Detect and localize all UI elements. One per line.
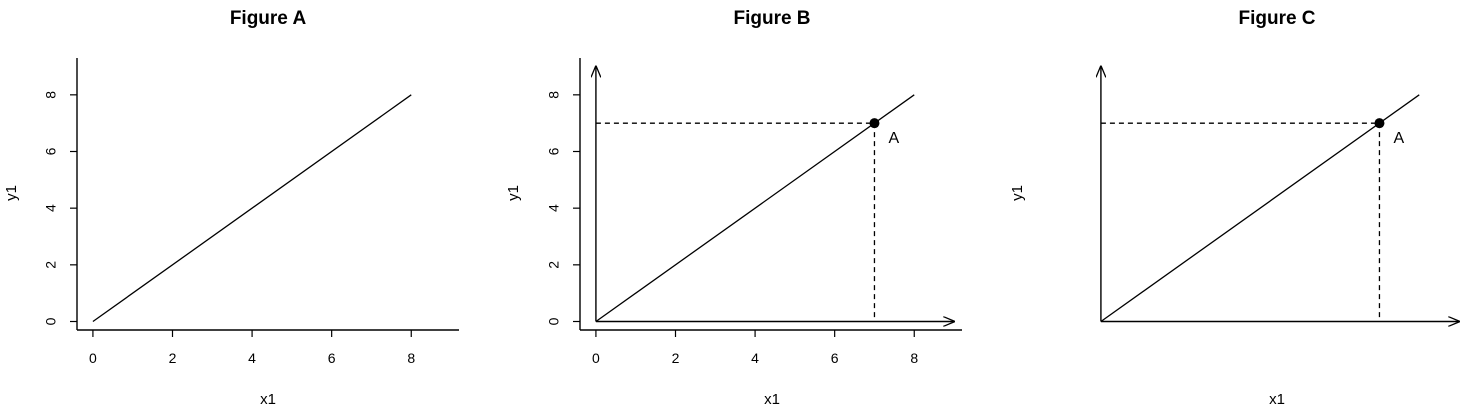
x-tick-label: 0 <box>592 350 600 366</box>
chart-title: Figure B <box>733 8 810 29</box>
y-tick-label: 2 <box>546 261 562 269</box>
x-tick-label: 8 <box>407 350 415 366</box>
x-tick-label: 4 <box>751 350 759 366</box>
x-axis-label: x1 <box>260 391 276 408</box>
series-line <box>92 94 412 323</box>
y-tick-label: 6 <box>43 147 59 155</box>
plot-area <box>92 94 412 323</box>
chart-title: Figure A <box>230 8 307 29</box>
y-tick-label: 6 <box>546 147 562 155</box>
x-axis-label: x1 <box>1269 391 1285 408</box>
point-label: A <box>1393 130 1404 147</box>
x-tick-label: 8 <box>910 350 918 366</box>
y-tick-label: 4 <box>546 204 562 212</box>
axes <box>1101 67 1459 322</box>
y-tick-label: 8 <box>43 91 59 99</box>
y-axis-label: y1 <box>505 185 522 201</box>
y-tick-label: 2 <box>43 261 59 269</box>
y-axis-label: y1 <box>1009 185 1026 201</box>
y-tick-label: 4 <box>43 204 59 212</box>
series-line <box>1100 94 1420 323</box>
point-marker <box>1374 118 1385 129</box>
axes: 0 2 4 6 8 0 2 4 6 8 <box>43 58 459 366</box>
y-axis-label: y1 <box>3 185 20 201</box>
x-tick-label: 2 <box>672 350 680 366</box>
x-tick-label: 2 <box>169 350 177 366</box>
y-tick-label: 0 <box>43 317 59 325</box>
x-tick-label: 6 <box>328 350 336 366</box>
x-tick-label: 4 <box>248 350 256 366</box>
series-line <box>595 94 915 323</box>
x-tick-label: 6 <box>831 350 839 366</box>
x-tick-label: 0 <box>89 350 97 366</box>
point-label: A <box>888 130 899 147</box>
y-tick-label: 0 <box>546 317 562 325</box>
axes: 0 2 4 6 8 0 2 4 6 8 <box>546 58 962 366</box>
panel-figure-a: Figure A x1 y1 0 2 4 6 8 0 2 4 6 8 <box>3 8 459 408</box>
panel-figure-b: Figure B x1 y1 0 2 4 6 8 0 2 4 6 8 A <box>505 8 962 408</box>
panel-figure-c: Figure C x1 y1 A <box>1009 8 1459 408</box>
y-tick-label: 8 <box>546 91 562 99</box>
chart-title: Figure C <box>1238 8 1315 29</box>
point-marker <box>869 118 880 129</box>
plot-area: A <box>595 94 915 323</box>
plot-area: A <box>1100 94 1420 323</box>
x-axis-label: x1 <box>764 391 780 408</box>
